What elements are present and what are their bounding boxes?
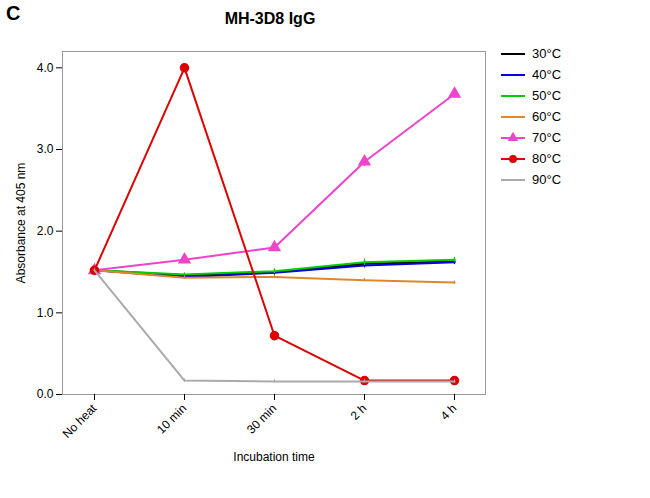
html-text:70°C: 70°C [532, 130, 561, 145]
svg-text:10 min: 10 min [154, 401, 189, 436]
html-text:MH-3D8 IgG: MH-3D8 IgG [224, 10, 316, 27]
svg-text:2 h: 2 h [348, 401, 370, 423]
svg-text:2.0: 2.0 [37, 224, 54, 238]
html-text:60°C: 60°C [532, 109, 561, 124]
html-text:50°C: 50°C [532, 88, 561, 103]
svg-text:No heat: No heat [60, 401, 100, 441]
svg-text:0.0: 0.0 [37, 387, 54, 401]
html-text:80°C: 80°C [532, 151, 561, 166]
svg-text:30 min: 30 min [244, 401, 279, 436]
svg-text:3.0: 3.0 [37, 142, 54, 156]
html-text:C: C [6, 2, 21, 24]
html-text:90°C: 90°C [532, 172, 561, 187]
html-text:30°C: 30°C [532, 46, 561, 61]
svg-text:4 h: 4 h [438, 401, 460, 423]
svg-text:Incubation time: Incubation time [233, 450, 315, 464]
html-text:40°C: 40°C [532, 67, 561, 82]
svg-text:1.0: 1.0 [37, 306, 54, 320]
svg-text:Absorbance at 405 nm: Absorbance at 405 nm [14, 163, 28, 284]
svg-text:4.0: 4.0 [37, 61, 54, 75]
